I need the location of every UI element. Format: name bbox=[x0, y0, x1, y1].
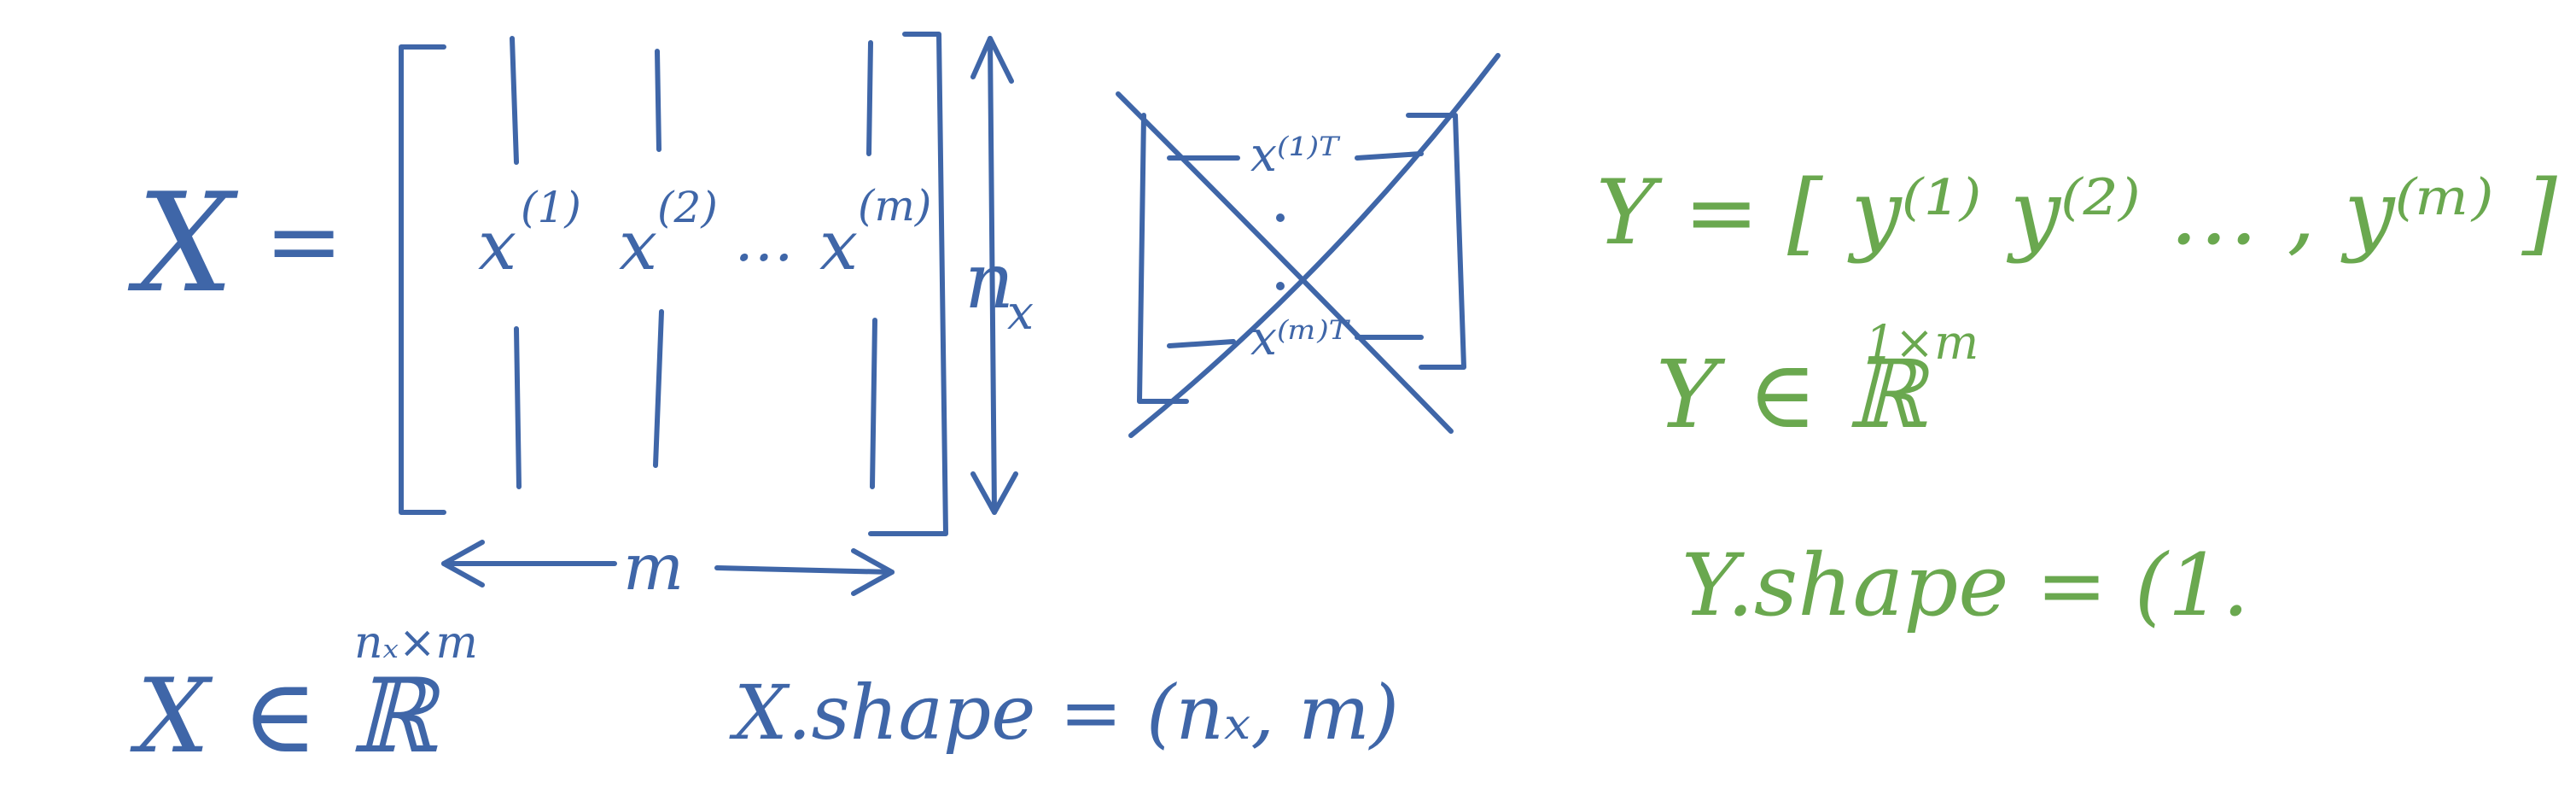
x-membership-exponent: nₓ×m bbox=[354, 617, 478, 669]
x-symbol: X bbox=[127, 163, 239, 323]
y-membership-exponent: 1×m bbox=[1865, 315, 1979, 370]
row-dim-sub: x bbox=[1007, 285, 1034, 340]
crossed-right-bracket bbox=[1406, 113, 1466, 370]
y-shape: Y.shape = (1. bbox=[1681, 535, 2249, 635]
equals-sign: = bbox=[265, 186, 343, 295]
crossed-top-label: x⁽¹⁾ᵀ bbox=[1250, 127, 1341, 182]
crossed-dot-1 bbox=[1276, 213, 1285, 222]
right-bracket bbox=[868, 32, 948, 536]
x-shape: X.shape = (nₓ, m) bbox=[729, 669, 1399, 757]
row-dim-n: n bbox=[965, 237, 1014, 326]
col2-sup: (2) bbox=[657, 183, 718, 232]
cross-out-line-1 bbox=[1116, 91, 1454, 434]
colm-stroke-bottom bbox=[870, 318, 877, 489]
crossed-row1-right bbox=[1355, 151, 1424, 161]
left-bracket bbox=[399, 44, 446, 515]
col1-stroke-top bbox=[510, 36, 519, 165]
row-dim-arrow-down bbox=[970, 471, 1018, 515]
colm-stroke-top bbox=[866, 40, 873, 156]
cross-out-line-2 bbox=[1128, 53, 1501, 438]
row-dim-arrow-up bbox=[970, 36, 1014, 84]
colm-x: x bbox=[819, 206, 858, 285]
col1-stroke-bottom bbox=[514, 326, 522, 489]
col2-stroke-bottom bbox=[653, 309, 664, 468]
col-dim-arrow-right-head bbox=[851, 548, 895, 596]
crossed-rowm-left bbox=[1167, 339, 1236, 348]
crossed-dot-2 bbox=[1276, 282, 1285, 290]
crossed-bottom-label: x⁽ᵐ⁾ᵀ bbox=[1250, 311, 1351, 365]
row-dim-arrow-line bbox=[988, 36, 997, 515]
col-dim-m: m bbox=[623, 529, 684, 605]
y-definition: Y = [ y⁽¹⁾ y⁽²⁾ … , y⁽ᵐ⁾ ] bbox=[1596, 161, 2558, 265]
col1-x: x bbox=[478, 206, 516, 285]
col2-stroke-top bbox=[655, 49, 661, 152]
col2-x: x bbox=[619, 206, 657, 285]
col-dim-arrow-right-line bbox=[714, 565, 895, 575]
col1-sup: (1) bbox=[521, 183, 581, 232]
col-dim-arrow-left-head bbox=[441, 540, 485, 587]
colm-sup: (m) bbox=[858, 181, 931, 231]
x-membership: X ∈ ℝ bbox=[130, 658, 442, 776]
col-ellipsis: … bbox=[734, 205, 794, 275]
y-membership: Y ∈ ℝ bbox=[1656, 340, 1931, 449]
